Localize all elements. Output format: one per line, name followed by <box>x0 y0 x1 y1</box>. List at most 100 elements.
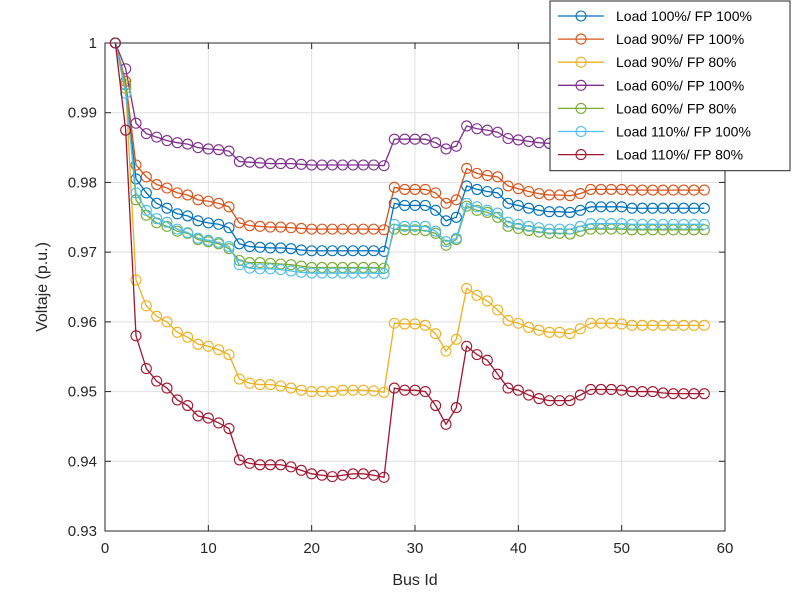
data-point <box>151 131 163 143</box>
data-point <box>171 326 183 338</box>
data-point <box>130 330 142 342</box>
data-point <box>223 145 235 157</box>
legend-label: Load 90%/ FP 100% <box>616 31 744 47</box>
data-point <box>171 394 183 406</box>
data-point <box>161 202 173 214</box>
data-point <box>161 316 173 328</box>
data-point <box>523 202 535 214</box>
legend-label: Load 100%/ FP 100% <box>616 8 752 24</box>
data-point <box>698 184 710 196</box>
data-point <box>461 197 473 209</box>
data-point <box>140 128 152 140</box>
data-point <box>698 224 710 236</box>
data-point <box>368 469 380 481</box>
data-point <box>533 392 545 405</box>
data-point <box>512 222 524 234</box>
data-point <box>275 380 287 392</box>
series-2 <box>109 37 710 236</box>
data-point <box>161 216 173 228</box>
data-point <box>502 314 514 327</box>
data-point <box>512 384 524 396</box>
data-point <box>440 215 452 227</box>
x-tick-label: 0 <box>101 540 109 557</box>
data-point <box>450 333 462 345</box>
data-point <box>430 225 442 237</box>
data-point <box>202 234 214 246</box>
data-point <box>140 363 152 375</box>
data-point <box>430 328 442 340</box>
data-point <box>461 120 473 132</box>
data-point <box>233 238 245 250</box>
data-point <box>130 117 142 129</box>
data-point <box>285 461 297 473</box>
data-point <box>523 321 535 333</box>
legend-item: Load 110%/ FP 80% <box>558 147 743 163</box>
data-point <box>378 471 390 483</box>
data-point <box>182 399 194 412</box>
data-point <box>698 388 710 400</box>
data-point <box>698 218 710 230</box>
data-point <box>450 402 462 414</box>
series-6 <box>109 37 710 280</box>
data-point <box>388 218 400 230</box>
data-point <box>450 232 462 244</box>
y-tick-label: 0.96 <box>68 314 97 331</box>
data-point <box>502 180 514 192</box>
y-tick-label: 0.94 <box>68 453 97 470</box>
data-point <box>461 282 473 294</box>
data-point <box>523 389 535 401</box>
data-point <box>202 412 214 424</box>
data-point <box>161 220 173 232</box>
data-point <box>202 195 214 207</box>
data-point <box>419 133 431 145</box>
data-point <box>574 204 586 216</box>
legend-item: Load 100%/ FP 100% <box>558 8 752 24</box>
data-point <box>430 137 442 149</box>
data-point <box>492 207 504 219</box>
y-tick-label: 0.97 <box>68 244 97 261</box>
data-point <box>161 135 173 147</box>
data-point <box>182 189 194 201</box>
data-point <box>213 344 225 356</box>
data-point <box>388 197 400 209</box>
data-point <box>378 160 390 172</box>
data-point <box>151 178 163 191</box>
data-point <box>233 373 245 385</box>
data-point <box>161 382 173 394</box>
data-point <box>564 395 576 407</box>
data-point <box>419 183 431 195</box>
data-point <box>192 232 204 244</box>
x-tick-label: 30 <box>407 540 424 557</box>
data-point <box>192 410 204 422</box>
data-point <box>450 140 462 152</box>
legend-label: Load 110%/ FP 100% <box>616 124 751 140</box>
data-point <box>140 171 152 183</box>
data-point <box>502 197 514 209</box>
y-tick-label: 0.95 <box>68 384 97 401</box>
data-point <box>192 338 204 350</box>
data-point <box>471 349 483 361</box>
data-point <box>574 389 586 401</box>
data-point <box>512 218 524 230</box>
data-point <box>492 126 504 138</box>
data-point <box>213 417 225 429</box>
data-point <box>440 239 452 251</box>
data-point <box>502 382 514 394</box>
x-axis: 0 10 20 30 40 50 60 <box>101 43 733 557</box>
x-tick-label: 40 <box>510 540 527 557</box>
data-point <box>564 190 576 202</box>
data-point <box>698 319 710 331</box>
data-point <box>130 274 142 286</box>
legend-swatch-marker <box>575 149 587 161</box>
data-point <box>171 208 183 220</box>
data-point <box>130 194 142 206</box>
legend-item: Load 60%/ FP 100% <box>558 77 744 93</box>
data-point <box>295 464 307 476</box>
data-point <box>440 236 452 248</box>
data-point <box>502 216 514 228</box>
legend-label: Load 60%/ FP 100% <box>616 77 744 93</box>
legend-label: Load 60%/ FP 80% <box>616 100 736 116</box>
data-point <box>471 167 483 179</box>
y-tick-label: 0.98 <box>68 174 97 191</box>
